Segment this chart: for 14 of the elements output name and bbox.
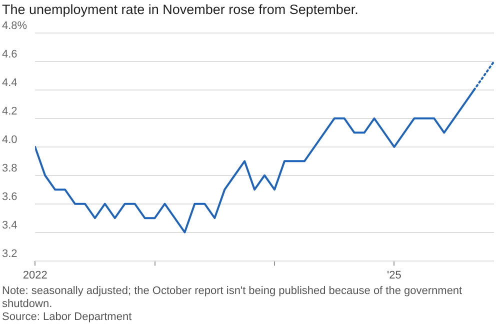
y-tick-label: 4.0 [2, 134, 18, 146]
chart-title: The unemployment rate in November rose from September. [1, 1, 360, 17]
text: Note: seasonally adjusted; the October report isn't being published because of the government shutdown. [1, 285, 464, 311]
source-note: Source: Labor Department [1, 311, 133, 324]
y-tick-label: 3.4 [2, 219, 18, 232]
x-tick-label: '25 [387, 269, 402, 282]
y-tick-label: 3.2 [2, 248, 18, 260]
x-tick-label: 2022 [22, 269, 48, 282]
y-tick-label: 3.6 [2, 190, 18, 203]
y-tick-label: 3.8 [2, 162, 18, 174]
y-tick-label: 4.4 [2, 76, 18, 89]
y-tick-label: 4.2 [2, 105, 18, 118]
y-tick-label: 4.6 [2, 48, 18, 61]
y-tick-label: 4.8% [2, 20, 28, 32]
